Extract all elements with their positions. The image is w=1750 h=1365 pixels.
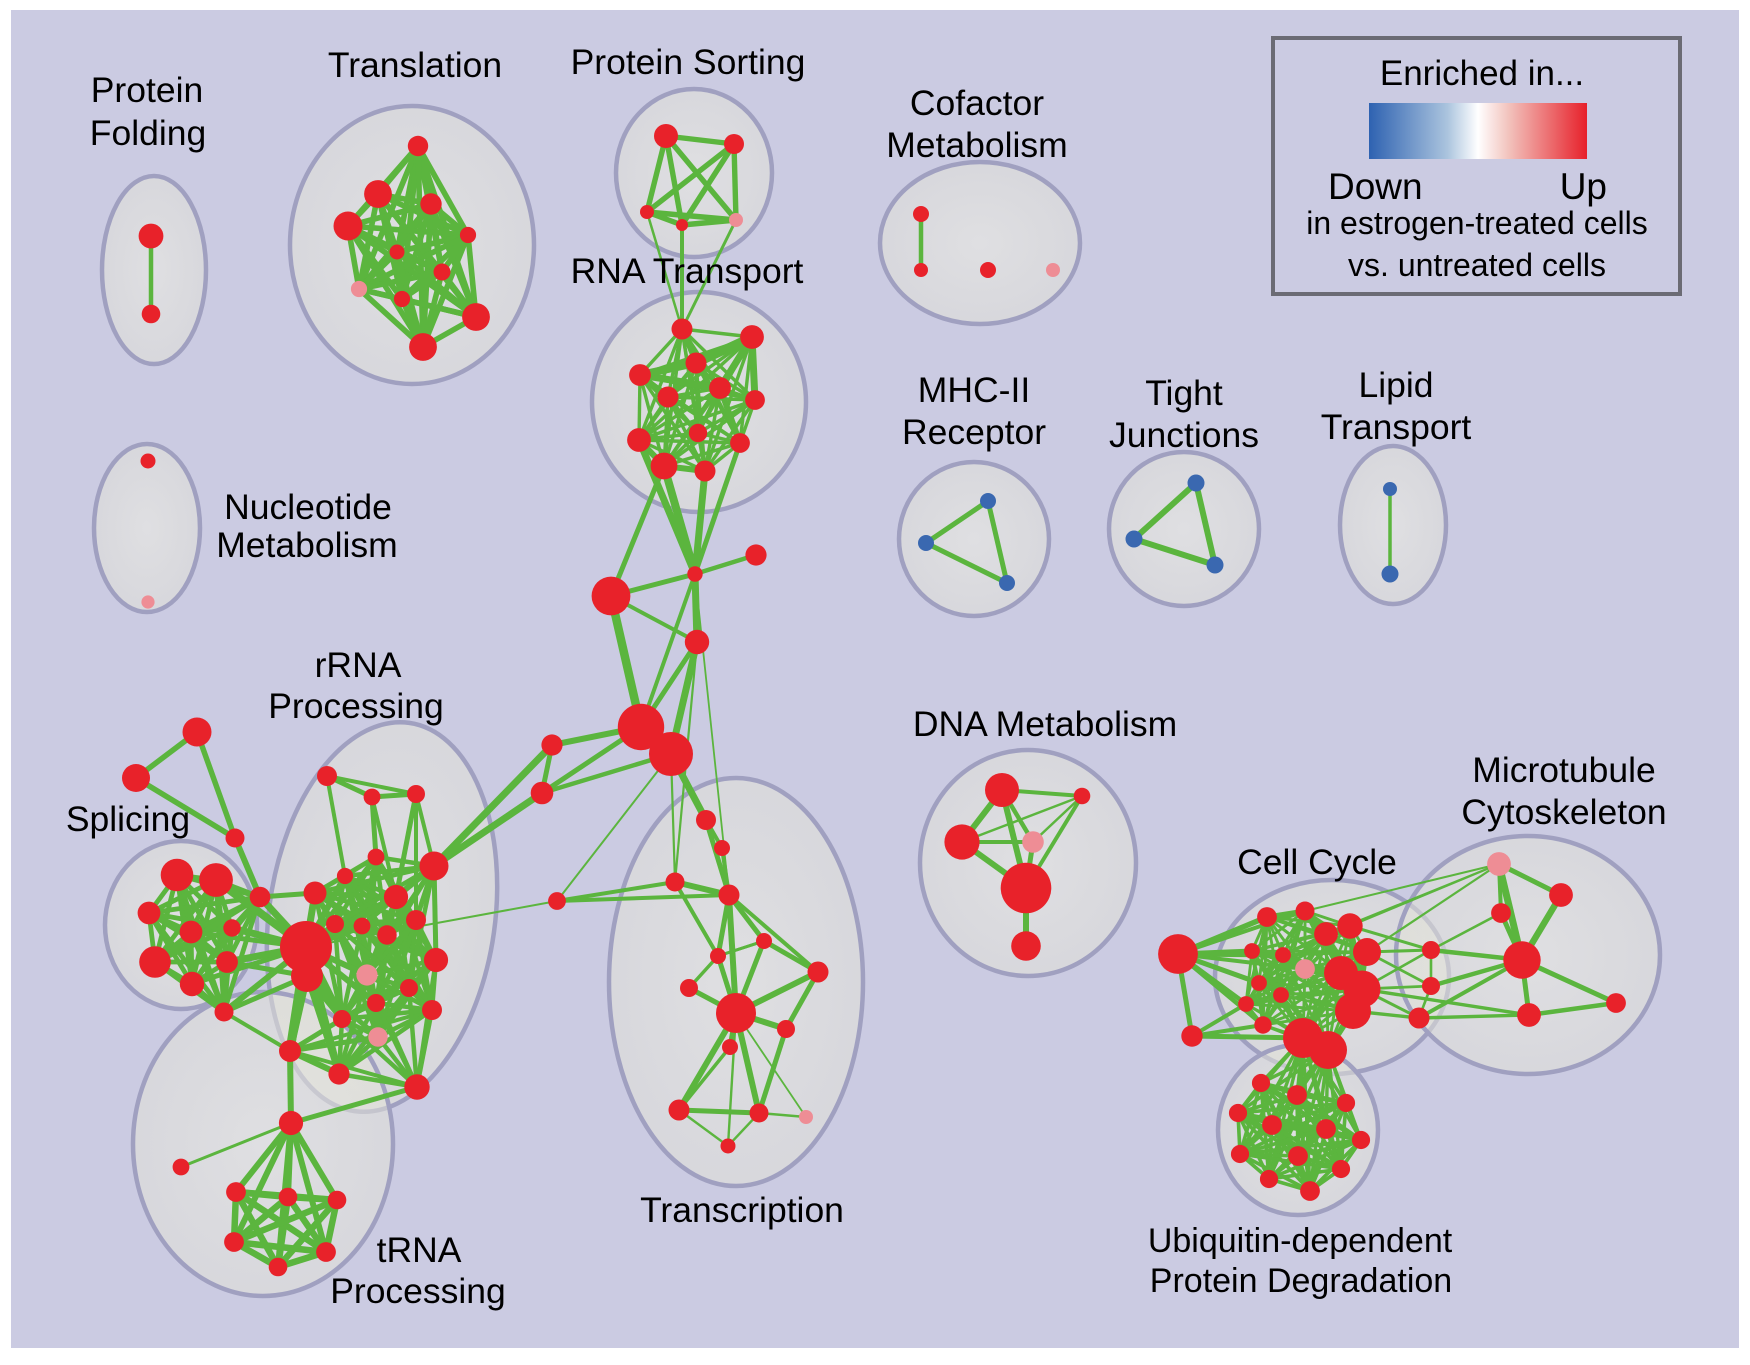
svg-text:Lipid: Lipid [1358, 365, 1433, 405]
svg-text:Cofactor: Cofactor [910, 83, 1044, 123]
svg-text:Processing: Processing [330, 1271, 506, 1311]
svg-text:Protein Degradation: Protein Degradation [1150, 1262, 1452, 1300]
svg-text:Folding: Folding [90, 113, 206, 153]
svg-text:Junctions: Junctions [1109, 415, 1259, 455]
svg-text:Ubiquitin-dependent: Ubiquitin-dependent [1148, 1222, 1453, 1260]
svg-text:in estrogen-treated cells: in estrogen-treated cells [1306, 205, 1648, 241]
svg-text:Cell Cycle: Cell Cycle [1237, 842, 1397, 882]
svg-text:Metabolism: Metabolism [216, 525, 398, 565]
svg-text:vs. untreated cells: vs. untreated cells [1348, 247, 1606, 283]
svg-text:DNA Metabolism: DNA Metabolism [913, 704, 1177, 744]
svg-text:Tight: Tight [1145, 373, 1223, 413]
svg-text:Protein Sorting: Protein Sorting [571, 42, 806, 82]
svg-text:Enriched in...: Enriched in... [1380, 54, 1584, 93]
svg-text:Transcription: Transcription [640, 1190, 844, 1230]
svg-text:rRNA: rRNA [315, 645, 402, 685]
svg-text:Up: Up [1560, 166, 1607, 207]
svg-text:Nucleotide: Nucleotide [224, 487, 392, 527]
svg-text:Splicing: Splicing [66, 799, 190, 839]
svg-text:MHC-II: MHC-II [918, 370, 1030, 410]
svg-text:RNA Transport: RNA Transport [571, 251, 804, 291]
svg-text:Metabolism: Metabolism [886, 125, 1068, 165]
svg-text:Down: Down [1328, 166, 1423, 207]
svg-text:Receptor: Receptor [902, 412, 1046, 452]
svg-text:tRNA: tRNA [377, 1230, 462, 1270]
svg-text:Translation: Translation [328, 45, 502, 85]
svg-text:Protein: Protein [91, 70, 203, 110]
svg-text:Microtubule: Microtubule [1472, 750, 1656, 790]
svg-text:Processing: Processing [268, 686, 444, 726]
svg-text:Transport: Transport [1321, 407, 1472, 447]
svg-text:Cytoskeleton: Cytoskeleton [1461, 792, 1666, 832]
